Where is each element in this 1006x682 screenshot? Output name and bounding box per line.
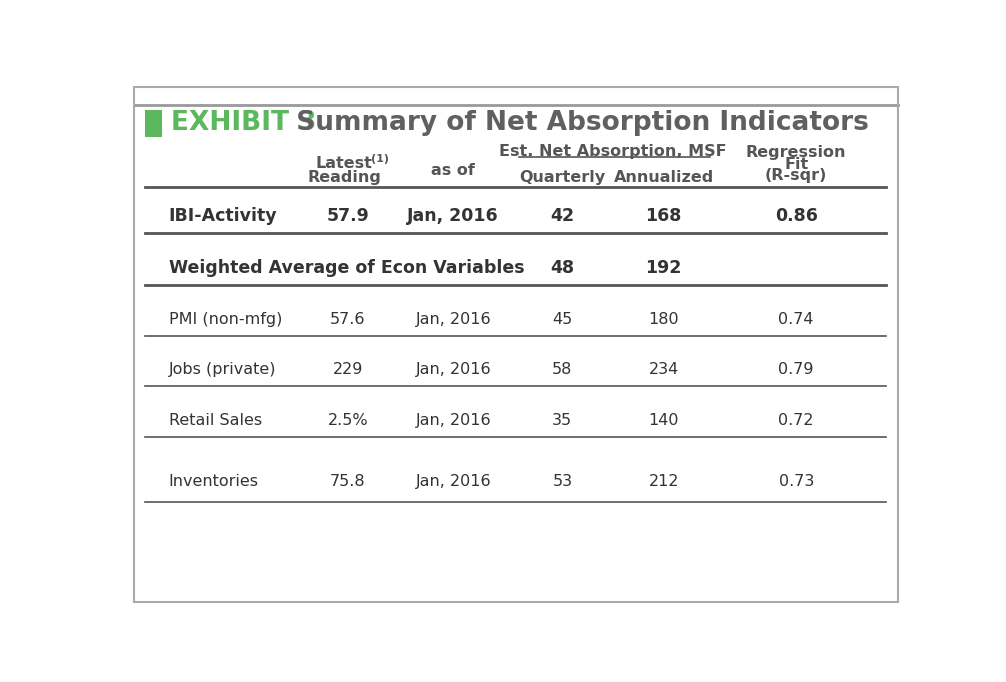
Text: Annualized: Annualized — [614, 170, 714, 185]
Text: 45: 45 — [552, 312, 572, 327]
Text: Inventories: Inventories — [169, 475, 259, 490]
Text: 140: 140 — [649, 413, 679, 428]
Text: 48: 48 — [550, 259, 574, 278]
Text: 0.72: 0.72 — [779, 413, 814, 428]
Text: 75.8: 75.8 — [330, 475, 366, 490]
FancyBboxPatch shape — [145, 110, 162, 137]
Text: Jan, 2016: Jan, 2016 — [415, 413, 491, 428]
Text: 229: 229 — [333, 362, 363, 377]
Text: Jan, 2016: Jan, 2016 — [407, 207, 499, 225]
Text: 2.5%: 2.5% — [328, 413, 368, 428]
Text: Jan, 2016: Jan, 2016 — [415, 362, 491, 377]
Text: Fit: Fit — [784, 157, 809, 172]
Text: (1): (1) — [371, 154, 389, 164]
Text: 234: 234 — [649, 362, 679, 377]
Text: (R-sqr): (R-sqr) — [765, 168, 828, 183]
Text: 57.6: 57.6 — [330, 312, 366, 327]
Text: Retail Sales: Retail Sales — [169, 413, 262, 428]
Text: Reading: Reading — [307, 170, 381, 185]
Text: IBI-Activity: IBI-Activity — [169, 207, 278, 225]
Text: 192: 192 — [646, 259, 682, 278]
Text: Jan, 2016: Jan, 2016 — [415, 475, 491, 490]
Text: 168: 168 — [646, 207, 682, 225]
Text: 53: 53 — [552, 475, 572, 490]
Text: Est. Net Absorption, MSF: Est. Net Absorption, MSF — [499, 144, 727, 159]
Text: 57.9: 57.9 — [327, 207, 369, 225]
Text: 0.74: 0.74 — [779, 312, 814, 327]
Text: 0.73: 0.73 — [779, 475, 814, 490]
Text: Jobs (private): Jobs (private) — [169, 362, 276, 377]
Text: Latest: Latest — [316, 155, 372, 170]
Text: Summary of Net Absorption Indicators: Summary of Net Absorption Indicators — [278, 110, 868, 136]
Text: 42: 42 — [550, 207, 574, 225]
Text: 180: 180 — [649, 312, 679, 327]
Text: 0.79: 0.79 — [779, 362, 814, 377]
Text: EXHIBIT 3: EXHIBIT 3 — [171, 110, 317, 136]
Text: 212: 212 — [649, 475, 679, 490]
Text: 0.86: 0.86 — [775, 207, 818, 225]
Text: 58: 58 — [552, 362, 572, 377]
Text: Quarterly: Quarterly — [519, 170, 606, 185]
Text: Jan, 2016: Jan, 2016 — [415, 312, 491, 327]
Text: PMI (non-mfg): PMI (non-mfg) — [169, 312, 282, 327]
Text: 35: 35 — [552, 413, 572, 428]
Text: as of: as of — [432, 162, 475, 177]
Text: Weighted Average of Econ Variables: Weighted Average of Econ Variables — [169, 259, 524, 278]
Text: Regression: Regression — [746, 145, 846, 160]
